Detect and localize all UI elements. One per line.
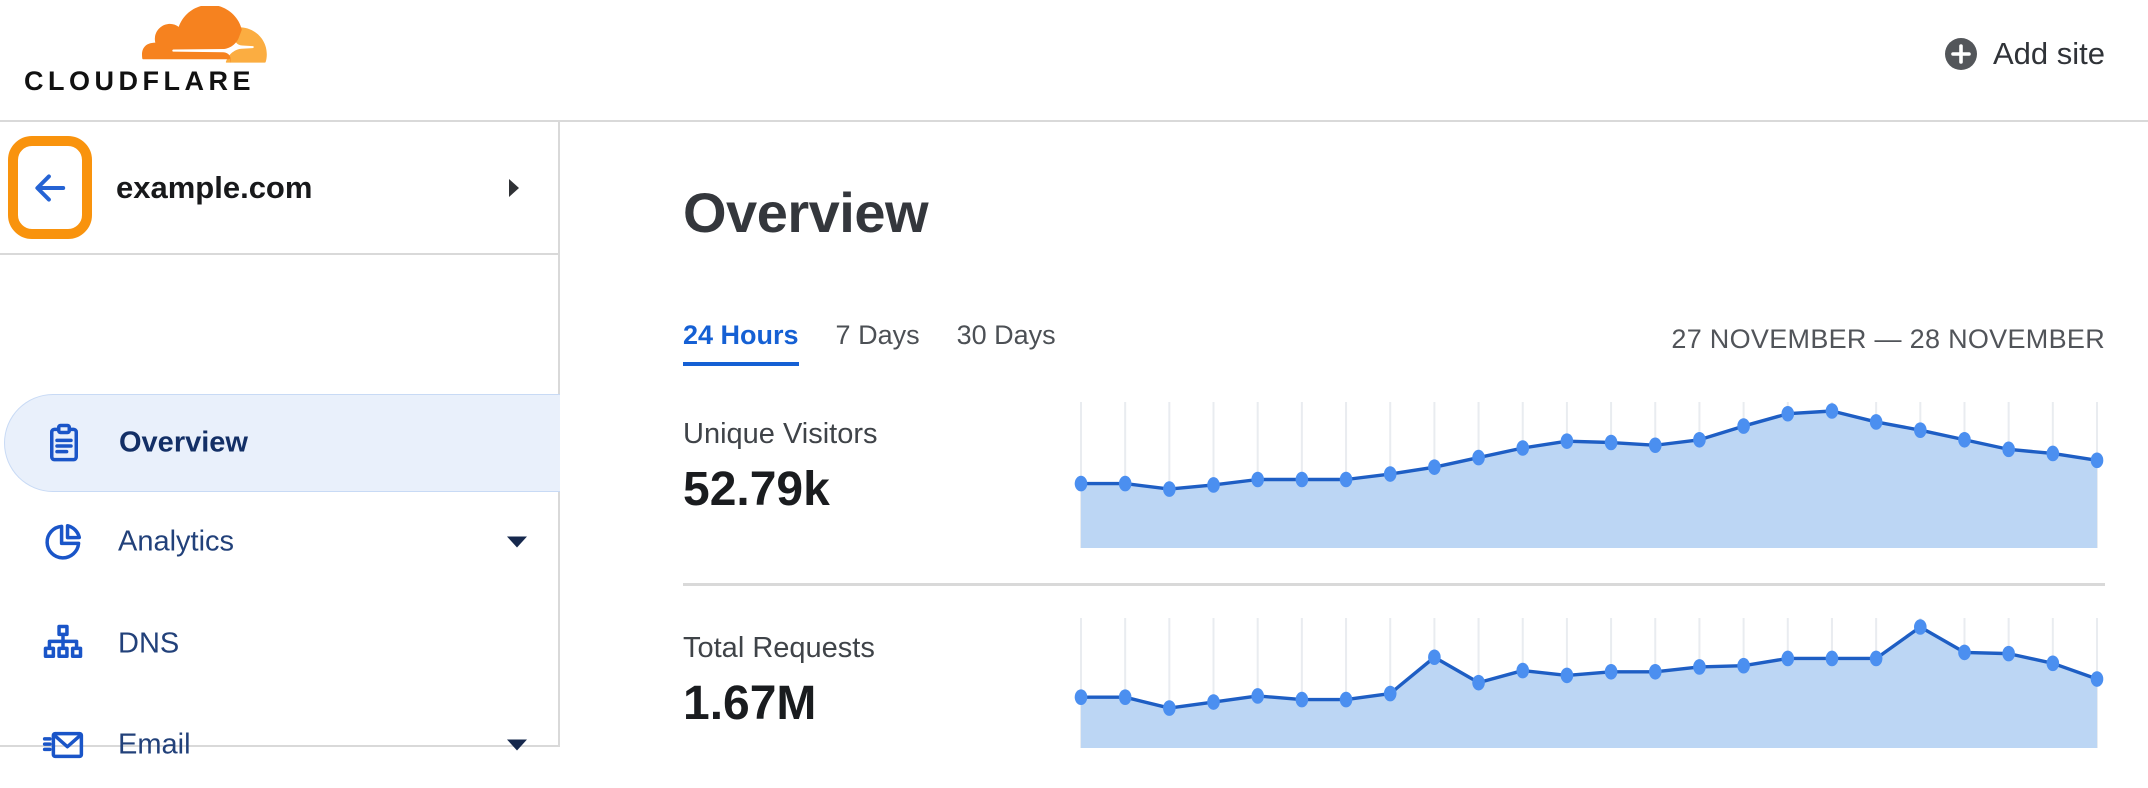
pie-chart-icon <box>42 521 84 563</box>
sidebar-item-analytics[interactable]: Analytics <box>0 493 560 591</box>
cloudflare-cloud-icon <box>142 6 267 63</box>
add-site-button[interactable]: Add site <box>1943 36 2105 72</box>
plus-circle-icon <box>1943 36 1979 72</box>
time-range-tabs: 24 Hours 7 Days 30 Days <box>683 320 1056 366</box>
total-requests-chart <box>1074 618 2104 748</box>
date-range-label: 27 NOVEMBER — 28 NOVEMBER <box>1671 324 2105 354</box>
caret-down-icon[interactable] <box>505 738 529 753</box>
sidebar: example.com Overview <box>0 122 560 761</box>
unique-visitors-value: 52.79k <box>683 463 830 516</box>
caret-right-icon[interactable] <box>508 178 520 198</box>
email-icon <box>42 724 84 766</box>
back-arrow-icon[interactable] <box>28 166 72 210</box>
top-header: CLOUDFLARE Add site <box>0 0 2148 122</box>
annotation-highlight-box <box>8 136 92 239</box>
sidebar-item-label: Analytics <box>118 525 235 558</box>
sidebar-item-email[interactable]: Email <box>0 696 560 788</box>
tab-24-hours[interactable]: 24 Hours <box>683 320 799 366</box>
sidebar-item-overview[interactable]: Overview <box>4 394 560 492</box>
dns-tree-icon <box>42 623 84 665</box>
sidebar-item-dns[interactable]: DNS <box>0 595 560 693</box>
cloudflare-logo[interactable]: CLOUDFLARE <box>24 4 284 100</box>
caret-down-icon[interactable] <box>505 535 529 550</box>
page-title: Overview <box>683 181 929 244</box>
sidebar-item-label: Overview <box>119 426 248 459</box>
site-name: example.com <box>116 169 313 205</box>
clipboard-icon <box>43 422 85 464</box>
add-site-label: Add site <box>1992 36 2105 71</box>
main-content: Overview 24 Hours 7 Days 30 Days 27 NOVE… <box>683 122 2148 788</box>
sidebar-item-label: DNS <box>118 627 180 660</box>
total-requests-label: Total Requests <box>683 632 875 664</box>
cloudflare-logo-text: CLOUDFLARE <box>24 66 255 96</box>
unique-visitors-label: Unique Visitors <box>683 418 878 450</box>
total-requests-value: 1.67M <box>683 677 817 730</box>
section-divider <box>683 583 2105 586</box>
unique-visitors-chart <box>1074 402 2104 548</box>
site-selector-row: example.com <box>0 122 558 255</box>
tab-7-days[interactable]: 7 Days <box>835 320 920 350</box>
sidebar-item-label: Email <box>118 728 191 761</box>
tab-30-days[interactable]: 30 Days <box>956 320 1056 350</box>
